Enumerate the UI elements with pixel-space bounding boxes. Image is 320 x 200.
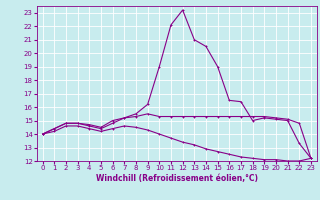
- X-axis label: Windchill (Refroidissement éolien,°C): Windchill (Refroidissement éolien,°C): [96, 174, 258, 183]
